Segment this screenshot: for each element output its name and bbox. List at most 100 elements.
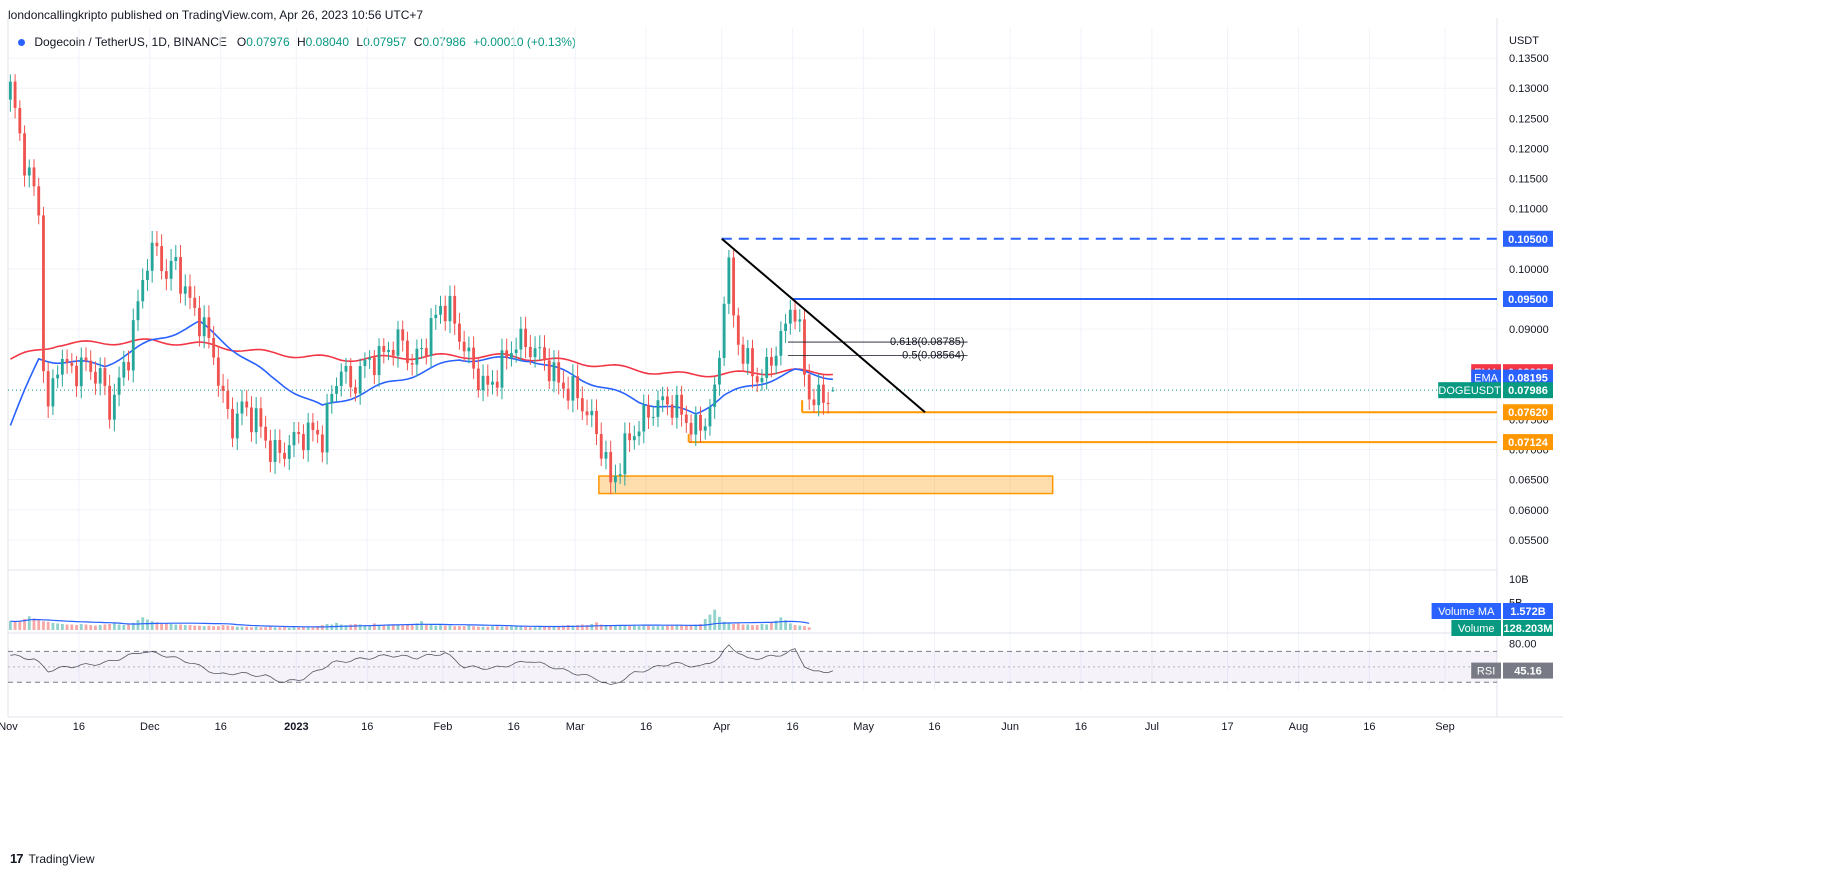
candle: [330, 385, 334, 414]
candle-body: [51, 378, 55, 407]
volume-bar: [391, 625, 395, 630]
symbol-title[interactable]: Dogecoin / TetherUS, 1D, BINANCE: [34, 35, 227, 49]
volume-bar: [434, 625, 438, 630]
price-tag: 0.10500: [1503, 230, 1553, 247]
candle-body: [547, 360, 551, 382]
volume-bar: [259, 627, 263, 630]
candle-body: [552, 362, 556, 382]
candle: [141, 268, 145, 309]
volume-bar: [453, 626, 457, 630]
price-tag-value-box: [1503, 404, 1553, 421]
candle: [202, 305, 206, 349]
candle-body: [481, 375, 485, 391]
candle: [37, 177, 41, 225]
low-label: L: [356, 35, 364, 49]
volume-bar: [150, 621, 154, 630]
candle-body: [717, 357, 721, 385]
candle: [415, 339, 419, 377]
candle-body: [467, 347, 471, 352]
candle: [46, 362, 50, 419]
candle-body: [495, 381, 499, 388]
brand-name: TradingView: [28, 851, 95, 866]
candle-body: [245, 401, 249, 408]
volume-bar: [226, 625, 230, 630]
candle-body: [325, 402, 329, 453]
candle: [774, 346, 778, 375]
candle-body: [415, 348, 419, 365]
candle: [779, 321, 783, 366]
volume-bar: [448, 625, 452, 630]
candle: [302, 424, 305, 459]
candle-body: [609, 452, 613, 483]
candle-body: [70, 362, 74, 366]
volume-bar: [311, 627, 315, 630]
tradingview-logo[interactable]: 17 TradingView: [10, 851, 95, 866]
candle: [292, 421, 296, 458]
volume-pane: 10B5B: [8, 574, 1529, 630]
price-tag-value-box: [1503, 291, 1553, 307]
candle-body: [103, 368, 107, 386]
candle: [79, 347, 83, 399]
candle-body: [174, 257, 178, 261]
candle: [699, 406, 702, 443]
candle-body: [344, 365, 348, 372]
candle-body: [65, 358, 69, 363]
candle-body: [396, 329, 400, 356]
price-tick-label: 0.11000: [1509, 204, 1548, 216]
candle-body: [817, 384, 821, 406]
rsi-tag-value-box: [1503, 662, 1553, 679]
price-axis: USDT 0.13500 0.13000 0.12500 0.12000 0.11500 0…: [1509, 35, 1549, 547]
volume-bar: [439, 625, 442, 630]
candle-body: [510, 353, 513, 358]
candle: [89, 350, 93, 380]
volume-bar: [798, 625, 802, 630]
high-value: 0.08040: [305, 35, 350, 49]
volume-bar: [751, 625, 754, 630]
volume-bar: [741, 624, 745, 630]
candle-body: [320, 434, 324, 453]
candle: [207, 305, 211, 349]
candle-body: [590, 410, 594, 416]
candle-body: [793, 309, 797, 322]
candle: [42, 206, 45, 383]
candle: [75, 355, 78, 397]
candle: [798, 309, 802, 333]
time-tick-label: 16: [361, 721, 373, 733]
candle: [637, 420, 641, 446]
candle: [268, 429, 272, 473]
candle-body: [372, 357, 376, 376]
volume-bar: [495, 626, 499, 630]
candle: [65, 349, 69, 374]
candle-body: [774, 355, 778, 366]
candle-body: [84, 357, 88, 361]
volume-bar: [566, 625, 570, 630]
candle-body: [453, 295, 457, 324]
candle: [817, 373, 821, 417]
volume-bar: [75, 625, 78, 630]
candle-body: [155, 242, 159, 247]
volume-bar: [70, 624, 74, 630]
candle-body: [684, 414, 688, 423]
time-tick-label: 16: [215, 721, 227, 733]
volume-bar: [306, 626, 310, 630]
time-tick-label: Feb: [433, 721, 452, 733]
price-tags: 0.105000.09500EMA0.08285EMA0.08195DOGEUS…: [1431, 230, 1553, 679]
volume-ma-tag-value: 1.572B: [1510, 606, 1546, 618]
candle-body: [287, 445, 291, 459]
candle-body: [212, 337, 216, 358]
candle: [751, 339, 754, 389]
candle: [344, 357, 348, 384]
volume-bar: [538, 626, 542, 630]
candle: [259, 397, 263, 438]
candle: [590, 399, 594, 428]
candle: [533, 336, 537, 368]
price-tick-label: 0.06000: [1509, 505, 1549, 517]
volume-bar: [722, 621, 726, 630]
volume-bar: [524, 626, 528, 630]
candle: [547, 348, 551, 389]
time-tick-label: Jun: [1001, 721, 1019, 733]
volume-bar: [250, 627, 253, 630]
candle-body: [812, 399, 816, 406]
volume-bar: [84, 624, 88, 630]
